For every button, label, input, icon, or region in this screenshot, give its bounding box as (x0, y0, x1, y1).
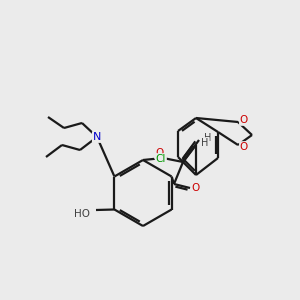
Text: Cl: Cl (156, 154, 166, 164)
Text: O: O (240, 115, 248, 125)
Text: O: O (155, 148, 163, 158)
Text: H: H (204, 133, 212, 143)
Text: O: O (240, 142, 248, 152)
Text: N: N (93, 132, 101, 142)
Text: O: O (192, 183, 200, 193)
Text: HO: HO (74, 209, 90, 219)
Text: H: H (201, 138, 209, 148)
